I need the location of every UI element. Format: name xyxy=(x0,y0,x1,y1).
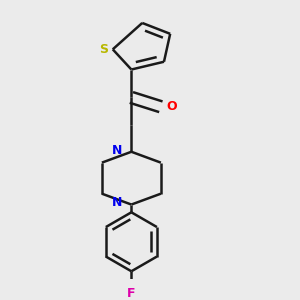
Text: S: S xyxy=(99,43,108,56)
Text: N: N xyxy=(112,196,123,209)
Text: F: F xyxy=(127,286,136,299)
Text: N: N xyxy=(112,144,123,157)
Text: O: O xyxy=(167,100,177,113)
